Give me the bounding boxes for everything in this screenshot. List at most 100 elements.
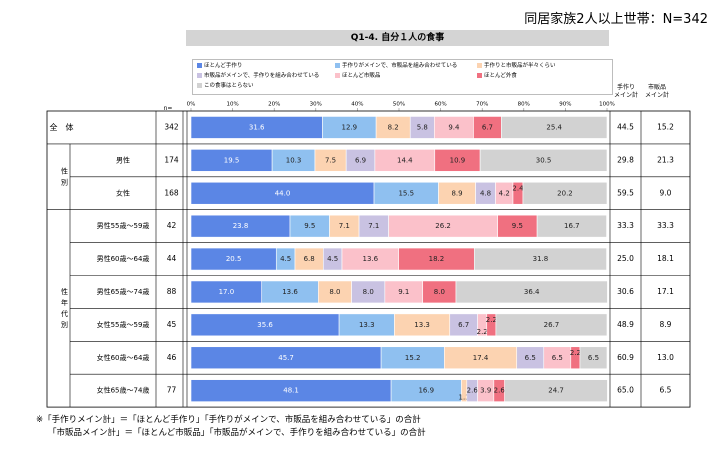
bar-label-2-3: 4.8 bbox=[480, 189, 491, 197]
row-n-0: 342 bbox=[164, 122, 179, 131]
bar-label-0-6: 25.4 bbox=[546, 123, 562, 131]
x-tick-label-2: 20% bbox=[268, 102, 280, 108]
bar-label-1-4: 14.4 bbox=[397, 156, 413, 164]
row-shihan-7: 13.0 bbox=[657, 353, 674, 362]
bar-label-7-5: 2.2 bbox=[570, 349, 581, 357]
legend-label-5: ほとんど外食 bbox=[484, 73, 517, 79]
group-label-2-1: 年 bbox=[61, 298, 68, 307]
row-tezukuri-2: 59.5 bbox=[617, 188, 634, 197]
bar-label-8-5: 2.6 bbox=[494, 387, 506, 395]
row-tezukuri-4: 25.0 bbox=[617, 254, 634, 263]
row-label-3: 男性55歳～59歳 bbox=[97, 221, 150, 230]
row-label-7: 女性60歳～64歳 bbox=[97, 353, 150, 362]
row-label-2: 女性 bbox=[116, 188, 130, 197]
column-head-shihan: 市販品 メイン計 bbox=[644, 84, 669, 99]
bar-label-3-0: 23.8 bbox=[233, 222, 249, 230]
x-tick-label-6: 60% bbox=[434, 102, 446, 108]
row-n-1: 174 bbox=[164, 155, 179, 164]
legend-label-4: ほとんど市販品 bbox=[342, 73, 381, 79]
legend-item-0: ほとんど手作り bbox=[197, 63, 242, 70]
row-shihan-1: 21.3 bbox=[657, 155, 674, 164]
legend-swatch-6 bbox=[197, 83, 202, 88]
row-tezukuri-7: 60.9 bbox=[617, 353, 634, 362]
row-n-5: 88 bbox=[167, 287, 177, 296]
row-shihan-2: 9.0 bbox=[660, 188, 672, 197]
bar-label-6-6: 26.7 bbox=[544, 321, 560, 329]
bar-label-3-1: 9.5 bbox=[304, 222, 315, 230]
bar-label-3-5: 9.5 bbox=[512, 222, 523, 230]
bar-label-7-2: 17.4 bbox=[473, 354, 489, 362]
legend-item-1: 手作りがメインで、市販品を組み合わせている bbox=[335, 63, 457, 70]
bar-label-6-5: 2.2 bbox=[486, 316, 497, 324]
group-label-2-3: 別 bbox=[61, 320, 68, 329]
bar-label-4-2: 6.8 bbox=[304, 255, 315, 263]
row-shihan-5: 17.1 bbox=[657, 287, 674, 296]
bar-label-1-0: 19.5 bbox=[224, 156, 240, 164]
bar-label-8-0: 48.1 bbox=[283, 387, 299, 395]
row-n-2: 168 bbox=[164, 188, 179, 197]
bar-label-3-6: 16.7 bbox=[564, 222, 580, 230]
row-n-4: 44 bbox=[167, 254, 177, 263]
bar-label-1-2: 7.5 bbox=[325, 156, 336, 164]
row-tezukuri-1: 29.8 bbox=[617, 155, 634, 164]
legend-item-6: この食事はとらない bbox=[197, 83, 254, 90]
bar-label-3-3: 7.1 bbox=[368, 222, 379, 230]
row-shihan-3: 33.3 bbox=[657, 221, 674, 230]
bar-label-7-6: 6.5 bbox=[588, 354, 599, 362]
bar-label-8-1: 16.9 bbox=[418, 387, 434, 395]
bar-label-4-3: 4.5 bbox=[327, 255, 338, 263]
bar-5-6 bbox=[455, 280, 608, 304]
x-tick-label-4: 40% bbox=[351, 102, 363, 108]
legend-swatch-5 bbox=[477, 73, 482, 78]
group-label-2-0: 性 bbox=[61, 287, 68, 296]
bar-label-2-5: 2.4 bbox=[512, 184, 524, 192]
footnote-1: 「市販品メイン計」＝「ほとんど市販品」「市販品がメインで、手作りを組み合わせてい… bbox=[48, 428, 426, 438]
row-shihan-8: 6.5 bbox=[660, 386, 672, 395]
bar-label-8-2: 1.3 bbox=[459, 394, 470, 402]
legend-label-6: この食事はとらない bbox=[204, 83, 254, 89]
bar-label-5-4: 9.1 bbox=[398, 288, 409, 296]
bar-label-7-4: 6.5 bbox=[552, 354, 563, 362]
bar-label-1-1: 10.3 bbox=[286, 156, 302, 164]
bar-label-8-4: 3.9 bbox=[480, 387, 491, 395]
x-tick-label-0: 0% bbox=[187, 102, 196, 108]
legend-item-3: 市販品がメインで、手作りを組み合わせている bbox=[197, 73, 319, 80]
group-label-1-0: 性 bbox=[61, 166, 68, 175]
group-label-0: 全 体 bbox=[50, 122, 74, 132]
bar-label-2-1: 15.5 bbox=[398, 189, 414, 197]
row-n-3: 42 bbox=[167, 221, 177, 230]
x-tick-label-5: 50% bbox=[393, 102, 405, 108]
x-tick-label-3: 30% bbox=[310, 102, 322, 108]
bar-label-4-6: 31.8 bbox=[533, 255, 549, 263]
bar-label-5-3: 8.0 bbox=[363, 288, 374, 296]
bar-label-0-0: 31.6 bbox=[249, 123, 265, 131]
bar-label-0-3: 5.8 bbox=[417, 123, 428, 131]
bar-label-2-6: 20.2 bbox=[557, 189, 573, 197]
header-title: 同居家族2人以上世帯：N=342 bbox=[524, 12, 708, 27]
legend-swatch-4 bbox=[335, 73, 340, 78]
table-border bbox=[46, 110, 691, 408]
x-tick-label-1: 10% bbox=[226, 102, 238, 108]
row-label-4: 男性60歳～64歳 bbox=[97, 254, 150, 263]
bar-label-1-3: 6.9 bbox=[355, 156, 366, 164]
row-label-5: 男性65歳～74歳 bbox=[97, 287, 150, 296]
legend-label-2: 手作りと市販品が半々くらい bbox=[484, 63, 556, 69]
bar-0-6 bbox=[501, 116, 608, 139]
bar-8-6 bbox=[504, 379, 608, 402]
bar-label-1-6: 30.5 bbox=[536, 156, 552, 164]
row-tezukuri-0: 44.5 bbox=[617, 122, 634, 131]
question-title: Q1-4. 自分１人の食事 bbox=[186, 30, 609, 46]
row-shihan-4: 18.1 bbox=[657, 254, 674, 263]
row-n-7: 46 bbox=[167, 353, 177, 362]
column-head-n: n= bbox=[163, 105, 173, 112]
legend-swatch-3 bbox=[197, 73, 202, 78]
x-tick-label-7: 70% bbox=[476, 102, 488, 108]
bar-label-5-6: 36.4 bbox=[524, 288, 540, 296]
x-tick-label-9: 90% bbox=[559, 102, 571, 108]
bar-label-0-5: 6.7 bbox=[482, 123, 493, 131]
bar-label-4-0: 20.5 bbox=[226, 255, 242, 263]
row-shihan-0: 15.2 bbox=[657, 122, 674, 131]
legend-swatch-2 bbox=[477, 63, 482, 68]
footnote-0: ※「手作りメイン計」＝「ほとんど手作り」「手作りがメインで、市販品を組み合わせて… bbox=[36, 415, 421, 425]
